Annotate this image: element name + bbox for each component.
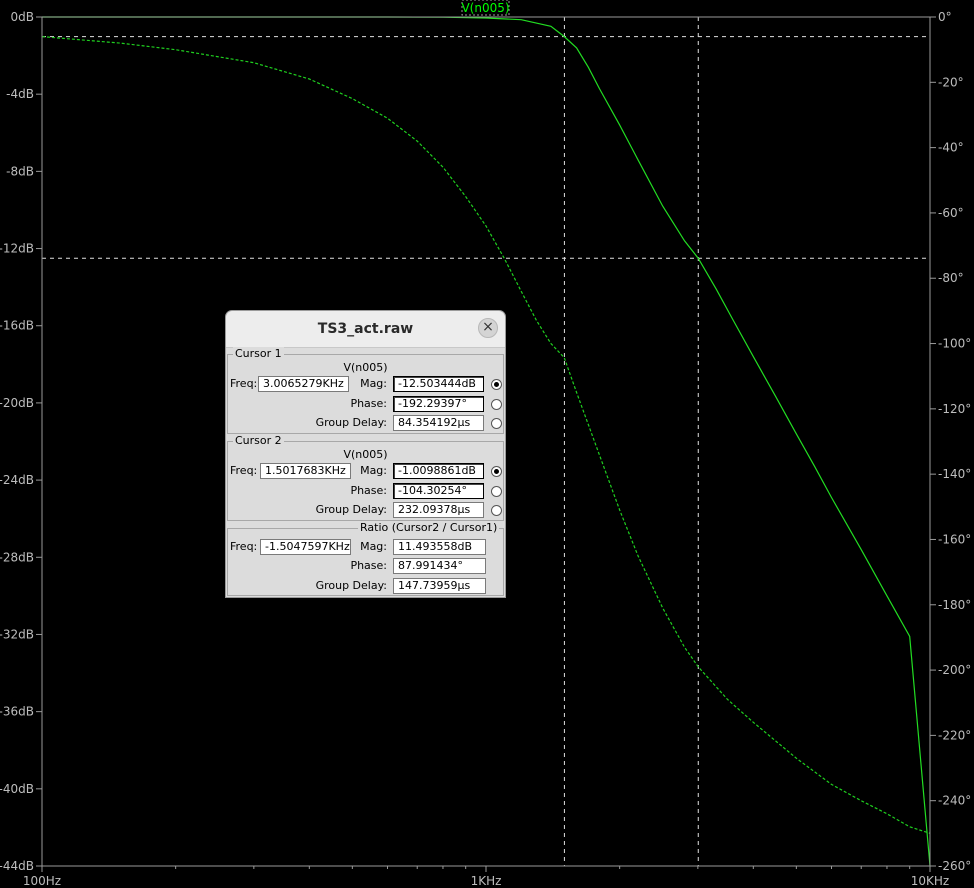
left-tick-label: -20dB — [0, 396, 34, 410]
cursor1-mag-field[interactable]: -12.503444dB — [393, 376, 484, 392]
left-tick-label: -8dB — [6, 164, 34, 178]
cursor1-phase-field[interactable]: -192.29397° — [393, 396, 484, 412]
ratio-phase-field[interactable]: 87.991434° — [393, 558, 486, 574]
right-tick-label: -20° — [938, 75, 964, 89]
left-tick-label: -32dB — [0, 627, 34, 641]
left-tick-label: -36dB — [0, 705, 34, 719]
x-axis-ticks: 100Hz 1KHz 10KHz — [23, 866, 949, 888]
cursor2-group: Cursor 2 V(n005) Freq: 1.5017683KHz Mag:… — [227, 434, 504, 521]
right-tick-label: -220° — [938, 728, 971, 742]
close-icon[interactable]: × — [478, 318, 498, 338]
cursor2-group-label: Cursor 2 — [233, 434, 284, 448]
x-tick-label: 10KHz — [911, 874, 949, 888]
cursor1-group-label: Cursor 1 — [233, 347, 284, 361]
cursor-dialog[interactable]: TS3_act.raw × Cursor 1 V(n005) Freq: 3.0… — [225, 310, 506, 598]
cursor1-mag-radio[interactable] — [491, 379, 502, 390]
ratio-mag-field[interactable]: 11.493558dB — [393, 539, 486, 555]
ratio-freq-label: Freq: — [230, 540, 258, 553]
cursor1-gd-field[interactable]: 84.354192µs — [393, 415, 484, 431]
cursor2-mag-label: Mag: — [360, 464, 387, 477]
left-axis-ticks: 0dB -4dB -8dB -12dB -16dB -20dB -24dB -28dB -32d… — [0, 10, 42, 873]
ratio-phase-label: Phase: — [350, 559, 387, 572]
left-tick-label: 0dB — [11, 10, 34, 24]
right-tick-label: -160° — [938, 532, 971, 546]
left-tick-label: -44dB — [0, 859, 34, 873]
cursor1-gd-radio[interactable] — [491, 418, 502, 429]
cursor2-mag-radio[interactable] — [491, 466, 502, 477]
trace-label: V(n005) — [461, 1, 509, 15]
cursor1-freq-label: Freq: — [230, 377, 258, 390]
right-tick-label: -40° — [938, 141, 964, 155]
cursor1-freq-field[interactable]: 3.0065279KHz — [258, 376, 349, 392]
left-tick-label: -40dB — [0, 782, 34, 796]
cursor1-mag-label: Mag: — [360, 377, 387, 390]
cursor2-phase-radio[interactable] — [491, 486, 502, 497]
left-tick-label: -16dB — [0, 319, 34, 333]
cursor1-group: Cursor 1 V(n005) Freq: 3.0065279KHz Mag:… — [227, 347, 504, 434]
cursor1-gd-label: Group Delay: — [315, 416, 387, 429]
ratio-freq-field[interactable]: -1.5047597KHz — [260, 539, 351, 555]
left-tick-label: -4dB — [6, 87, 34, 101]
right-tick-label: -180° — [938, 598, 971, 612]
right-axis-ticks: 0° -20° -40° -60° -80° -100° -120° -140° -160° -1… — [930, 10, 971, 873]
cursor2-gd-radio[interactable] — [491, 505, 502, 516]
plot-frame — [41, 16, 931, 867]
x-tick-label: 100Hz — [23, 874, 61, 888]
ratio-group-label: Ratio (Cursor2 / Cursor1) — [358, 521, 500, 535]
right-tick-label: -260° — [938, 859, 971, 873]
ratio-mag-label: Mag: — [360, 540, 387, 553]
x-tick-label: 1KHz — [471, 874, 502, 888]
phase-trace — [41, 36, 931, 834]
cursor1-phase-radio[interactable] — [491, 399, 502, 410]
right-tick-label: -140° — [938, 467, 971, 481]
magnitude-trace — [42, 16, 931, 867]
right-tick-label: -240° — [938, 794, 971, 808]
cursor2-gd-field[interactable]: 232.09378µs — [393, 502, 484, 518]
traces — [41, 16, 931, 867]
cursor2-phase-field[interactable]: -104.30254° — [393, 483, 484, 499]
left-tick-label: -28dB — [0, 550, 34, 564]
ratio-gd-label: Group Delay: — [315, 579, 387, 592]
ratio-group: Ratio (Cursor2 / Cursor1) Freq: -1.50475… — [227, 521, 504, 596]
cursor1-phase-label: Phase: — [350, 397, 387, 410]
cursor1-trace: V(n005) — [343, 361, 388, 374]
left-tick-label: -24dB — [0, 473, 34, 487]
cursor2-freq-field[interactable]: 1.5017683KHz — [260, 463, 351, 479]
right-tick-label: -80° — [938, 271, 964, 285]
cursor2-mag-field[interactable]: -1.0098861dB — [393, 463, 484, 479]
trace-label-box[interactable]: V(n005) — [461, 0, 510, 16]
cursor2-trace: V(n005) — [343, 448, 388, 461]
left-tick-label: -12dB — [0, 242, 34, 256]
right-tick-label: -120° — [938, 402, 971, 416]
cursor2-phase-label: Phase: — [350, 484, 387, 497]
dialog-title: TS3_act.raw — [226, 311, 505, 348]
cursor-lines — [42, 17, 930, 866]
ratio-gd-field[interactable]: 147.73959µs — [393, 578, 486, 594]
right-tick-label: 0° — [938, 10, 952, 24]
right-tick-label: -100° — [938, 337, 971, 351]
cursor2-gd-label: Group Delay: — [315, 503, 387, 516]
cursor2-freq-label: Freq: — [230, 464, 258, 477]
right-tick-label: -60° — [938, 206, 964, 220]
right-tick-label: -200° — [938, 663, 971, 677]
